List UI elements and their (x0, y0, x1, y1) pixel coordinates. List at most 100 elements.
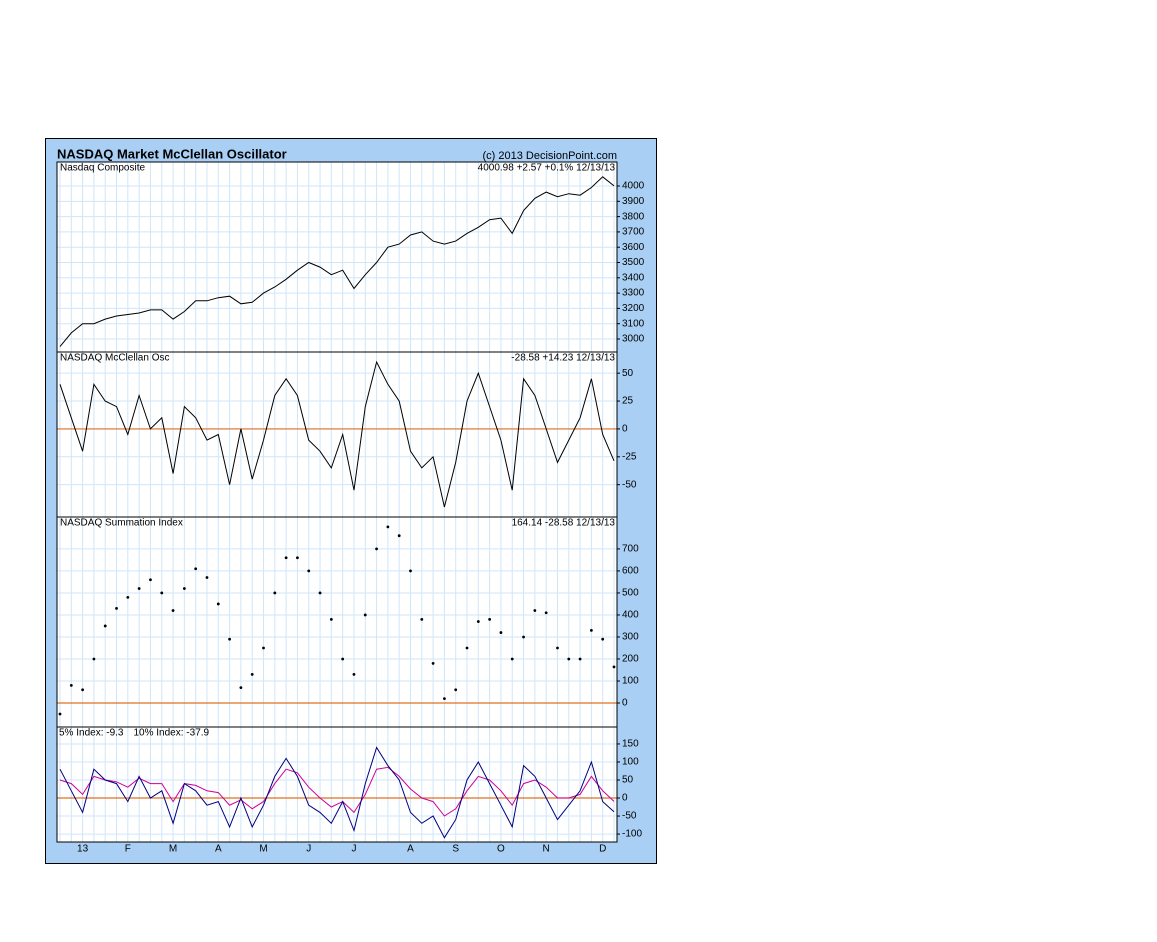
y-tick-label: 3900 (622, 196, 645, 207)
y-tick-label: 3000 (622, 334, 645, 345)
legend-entry: 10% Index: -37.9 (133, 728, 209, 739)
dot (216, 602, 220, 606)
line (59, 766, 615, 817)
panel-border (56, 726, 618, 843)
dot (522, 635, 525, 639)
dot (318, 591, 322, 595)
y-tick-label: 400 (622, 610, 639, 621)
panel-label: Nasdaq Composite (60, 163, 145, 174)
x-tick-label: N (543, 844, 550, 855)
dot (612, 665, 616, 669)
x-tick-label: A (407, 844, 414, 855)
dot (126, 595, 130, 599)
x-tick-label: J (351, 844, 356, 855)
y-tick-label: 300 (622, 632, 639, 643)
y-tick-label: -50 (622, 811, 637, 822)
dot (352, 672, 356, 676)
dot (137, 587, 141, 590)
y-tick-label: -100 (622, 829, 642, 840)
dot (476, 620, 480, 623)
dot (149, 578, 152, 582)
dot (363, 613, 367, 617)
y-tick-label: 3400 (622, 272, 645, 283)
x-tick-label: D (599, 844, 606, 855)
x-tick-label: O (497, 844, 505, 855)
dot (420, 617, 424, 621)
dot (375, 547, 378, 551)
y-tick-label: 3500 (622, 257, 645, 268)
y-tick-label: 100 (622, 757, 639, 768)
dot (510, 657, 514, 661)
dot (499, 631, 503, 634)
dot (171, 609, 175, 612)
y-tick-label: 700 (622, 544, 639, 555)
x-tick-label: M (169, 844, 177, 855)
x-tick-label: A (215, 844, 222, 855)
y-tick-label: 200 (622, 654, 639, 665)
y-tick-label: 50 (622, 368, 634, 379)
y-tick-label: 600 (622, 566, 639, 577)
credit: (c) 2013 DecisionPoint.com (482, 150, 617, 162)
y-tick-label: 3200 (622, 303, 645, 314)
dot (205, 576, 209, 579)
x-tick-label: M (259, 844, 267, 855)
x-tick-label: 13 (77, 844, 89, 855)
dot (589, 628, 593, 632)
dot (58, 712, 62, 716)
dot (273, 591, 277, 595)
y-tick-label: 3700 (622, 227, 645, 238)
dot (443, 697, 446, 701)
dot (69, 683, 73, 687)
dot (307, 569, 311, 573)
y-tick-label: 3600 (622, 242, 645, 253)
x-tick-label: S (452, 844, 459, 855)
y-tick-label: 3100 (622, 318, 645, 329)
dot (556, 646, 559, 650)
dot (431, 661, 435, 665)
dot (296, 556, 299, 560)
dot (262, 646, 265, 650)
dot (103, 624, 107, 628)
y-tick-label: 0 (622, 698, 628, 709)
dot (239, 686, 243, 689)
dot (81, 688, 85, 692)
panel-stats: -28.58 +14.23 12/13/13 (511, 353, 615, 364)
dot (160, 591, 164, 595)
y-tick-label: 150 (622, 739, 639, 750)
dot (115, 606, 118, 610)
dot (465, 646, 469, 650)
dot (329, 617, 333, 621)
line (59, 176, 615, 347)
dot (386, 525, 390, 529)
line (59, 746, 615, 839)
legend-entry: 5% Index: -9.3 (59, 728, 124, 739)
dot (533, 609, 537, 612)
dot (567, 657, 571, 661)
dot (488, 617, 492, 621)
y-tick-label: 3800 (622, 211, 645, 222)
dot (397, 534, 401, 538)
x-tick-label: F (125, 844, 131, 855)
y-tick-label: 100 (622, 676, 639, 687)
dot (194, 567, 198, 571)
y-tick-label: -25 (622, 451, 637, 462)
plot-area (57, 162, 617, 842)
dot (454, 688, 458, 692)
y-tick-label: 25 (622, 396, 634, 407)
dot (409, 569, 412, 573)
dot (228, 637, 231, 641)
y-tick-label: 500 (622, 588, 639, 599)
y-tick-label: 50 (622, 775, 634, 786)
dot (544, 611, 548, 615)
panel-stats: 4000.98 +2.57 +0.1% 12/13/13 (478, 163, 616, 174)
panel-label: NASDAQ Summation Index (60, 518, 183, 529)
x-tick-label: J (306, 844, 311, 855)
y-tick-label: 4000 (622, 181, 645, 192)
line (59, 360, 615, 508)
dot (92, 657, 96, 661)
panel-label: NASDAQ McClellan Osc (60, 353, 169, 364)
dot (341, 657, 345, 661)
dot (601, 637, 605, 641)
